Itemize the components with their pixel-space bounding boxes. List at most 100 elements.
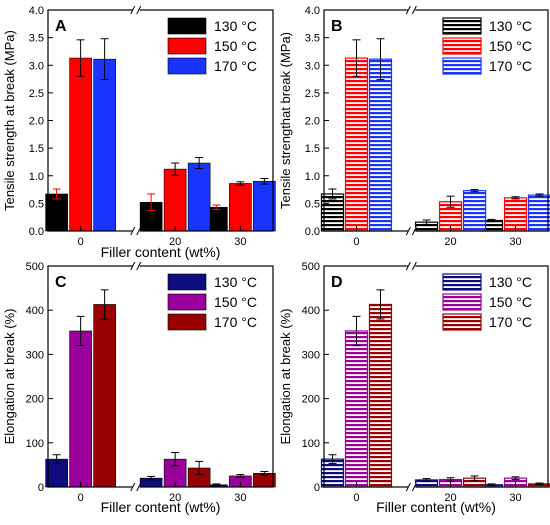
axis-break-mark <box>136 482 142 492</box>
legend-swatch <box>442 273 482 291</box>
x-axis-label: Filler content (wt%) <box>101 499 221 515</box>
legend-label: 150 °C <box>489 38 532 54</box>
y-tick-label: 1.5 <box>305 143 320 155</box>
x-tick-label: 0 <box>353 492 359 504</box>
legend-swatch <box>442 313 482 331</box>
axis-break-mark <box>130 5 136 15</box>
y-tick-label: 0.5 <box>305 198 320 210</box>
y-tick-label: 0 <box>38 482 44 494</box>
legend-swatch <box>167 313 207 331</box>
axis-break-mark <box>405 5 411 15</box>
bar <box>368 58 393 232</box>
y-tick-label: 400 <box>26 305 44 317</box>
x-axis-label: Filler content (wt%) <box>376 499 496 515</box>
legend-swatch <box>167 57 207 75</box>
y-tick-label: 0.5 <box>29 198 44 210</box>
bar <box>93 58 116 232</box>
bar <box>344 330 369 488</box>
axis-break-mark <box>130 482 136 492</box>
panel-label: D <box>331 274 343 291</box>
axis-break-gap <box>132 262 140 270</box>
legend-label: 130 °C <box>489 274 532 290</box>
y-tick-label: 3.0 <box>29 60 44 72</box>
legend-label: 170 °C <box>214 58 257 74</box>
legend-label: 170 °C <box>214 314 257 330</box>
bar <box>69 57 92 232</box>
legend-label: 150 °C <box>489 294 532 310</box>
y-tick-label: 100 <box>26 438 44 450</box>
x-tick-label: 20 <box>169 492 181 504</box>
y-tick-label: 1.5 <box>29 143 44 155</box>
plot-frame <box>323 265 549 488</box>
legend-label: 150 °C <box>214 294 257 310</box>
axis-break-mark <box>405 482 411 492</box>
legend-label: 170 °C <box>489 58 532 74</box>
panel-c: 0 100 200 300 400 500 0 20 30 Filler content (wt%… <box>2 261 276 515</box>
bar <box>320 193 345 232</box>
y-axis-label: Tensile strengthat break (MPa) <box>278 32 293 209</box>
panel-label: B <box>331 18 343 35</box>
y-axis-label: Tensile strength at break (MPa) <box>2 30 17 211</box>
y-tick-label: 500 <box>26 261 44 273</box>
axis-break-mark <box>411 261 417 271</box>
bar <box>229 183 252 232</box>
y-tick-label: 3.5 <box>305 33 320 45</box>
axis-break-mark <box>411 482 417 492</box>
y-tick-label: 0 <box>314 482 320 494</box>
x-tick-label: 30 <box>509 236 521 248</box>
bar <box>187 162 211 232</box>
y-tick-label: 3.5 <box>29 33 44 45</box>
y-tick-label: 4.0 <box>305 5 320 17</box>
y-tick-label: 2.5 <box>29 88 44 100</box>
axis-break-gap <box>132 227 140 235</box>
panel-label: C <box>55 274 67 291</box>
axis-break-gap <box>132 483 140 491</box>
bar <box>45 193 68 232</box>
y-tick-label: 500 <box>302 261 320 273</box>
legend-swatch <box>442 17 482 35</box>
axis-break-mark <box>136 261 142 271</box>
legend-label: 170 °C <box>489 314 532 330</box>
legend-swatch <box>167 37 207 55</box>
axis-break-gap <box>408 227 416 235</box>
y-tick-label: 200 <box>302 394 320 406</box>
axis-break-mark <box>130 226 136 236</box>
y-tick-label: 100 <box>302 438 320 450</box>
x-tick-label: 0 <box>78 236 84 248</box>
y-tick-label: 200 <box>26 394 44 406</box>
panel-label: A <box>55 18 67 35</box>
axis-break-mark <box>136 226 142 236</box>
axis-break-gap <box>132 6 140 14</box>
axis-break-mark <box>405 226 411 236</box>
legend-swatch <box>167 273 207 291</box>
axis-break-gap <box>408 6 416 14</box>
y-tick-label: 400 <box>302 305 320 317</box>
y-axis-label: Elongation at break (%) <box>278 309 293 445</box>
y-tick-label: 300 <box>302 349 320 361</box>
bar <box>344 57 369 232</box>
legend-swatch <box>167 17 207 35</box>
axis-break-gap <box>408 483 416 491</box>
plot-frame <box>47 265 274 488</box>
legend-label: 130 °C <box>489 18 532 34</box>
x-tick-label: 0 <box>353 236 359 248</box>
y-tick-label: 0.0 <box>305 226 320 238</box>
y-tick-label: 1.0 <box>305 171 320 183</box>
y-tick-label: 2.0 <box>29 116 44 128</box>
x-tick-label: 20 <box>444 236 456 248</box>
bar <box>69 330 92 488</box>
panel-a: 0.0 0.5 1.0 1.5 2.0 2.5 3.0 3.5 4.0 0 20 30 Filler c… <box>2 5 276 260</box>
axis-break-gap <box>408 262 416 270</box>
y-tick-label: 2.0 <box>305 116 320 128</box>
bar <box>93 304 116 488</box>
y-axis-label: Elongation at break (%) <box>2 309 17 445</box>
x-tick-label: 20 <box>169 236 181 248</box>
legend-label: 130 °C <box>214 18 257 34</box>
axis-break-mark <box>411 226 417 236</box>
axis-break-mark <box>411 5 417 15</box>
x-tick-label: 30 <box>234 236 246 248</box>
y-tick-label: 4.0 <box>29 5 44 17</box>
bar <box>368 303 393 488</box>
x-tick-label: 0 <box>78 492 84 504</box>
